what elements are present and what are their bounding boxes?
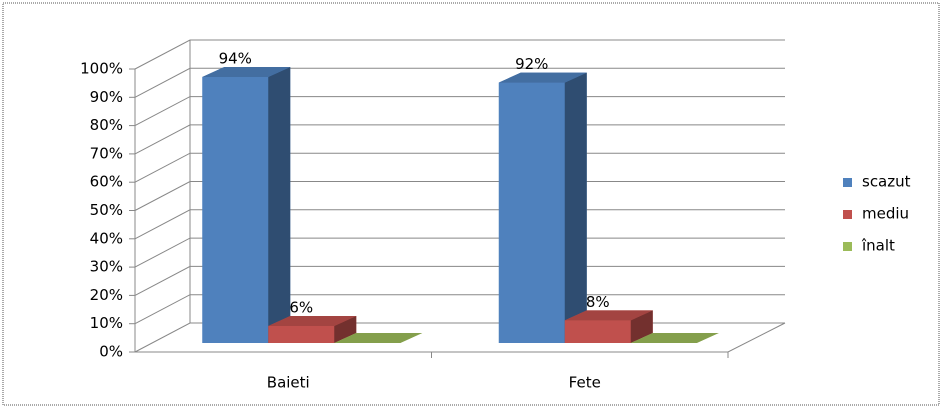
y-tick-label: 90% (90, 88, 123, 106)
bar-side (630, 310, 653, 343)
legend-label: scazut (862, 173, 911, 191)
x-tick-label: Fete (569, 374, 601, 392)
legend-swatch (843, 178, 852, 187)
data-label: 92% (515, 55, 548, 73)
data-label: 94% (219, 49, 252, 67)
y-tick-label: 40% (90, 229, 123, 247)
y-tick-label: 60% (90, 173, 123, 191)
bar-side (268, 66, 291, 343)
y-tick-label: 70% (90, 144, 123, 162)
y-tick-label: 20% (90, 286, 123, 304)
legend-label: mediu (862, 205, 909, 223)
y-tick-label: 80% (90, 116, 123, 134)
bar-top (498, 72, 587, 83)
data-label: 8% (586, 293, 610, 311)
bar-top (334, 333, 423, 343)
bar-side (334, 316, 357, 343)
x-tick-label: Baieti (267, 374, 310, 392)
y-tick-label: 0% (99, 343, 123, 361)
frame (2, 2, 940, 406)
bar-top (268, 316, 357, 327)
bar-side (564, 72, 587, 343)
legend-swatch (843, 242, 852, 251)
bar-top (564, 310, 653, 321)
data-label: 6% (289, 299, 313, 317)
y-tick-label: 30% (90, 258, 123, 276)
y-tick-label: 10% (90, 314, 123, 332)
legend-label: înalt (861, 237, 895, 255)
y-tick-label: 100% (80, 60, 123, 78)
bar-top (202, 66, 291, 77)
y-tick-label: 50% (90, 201, 123, 219)
legend-swatch (843, 210, 852, 219)
bar-top (630, 333, 719, 343)
